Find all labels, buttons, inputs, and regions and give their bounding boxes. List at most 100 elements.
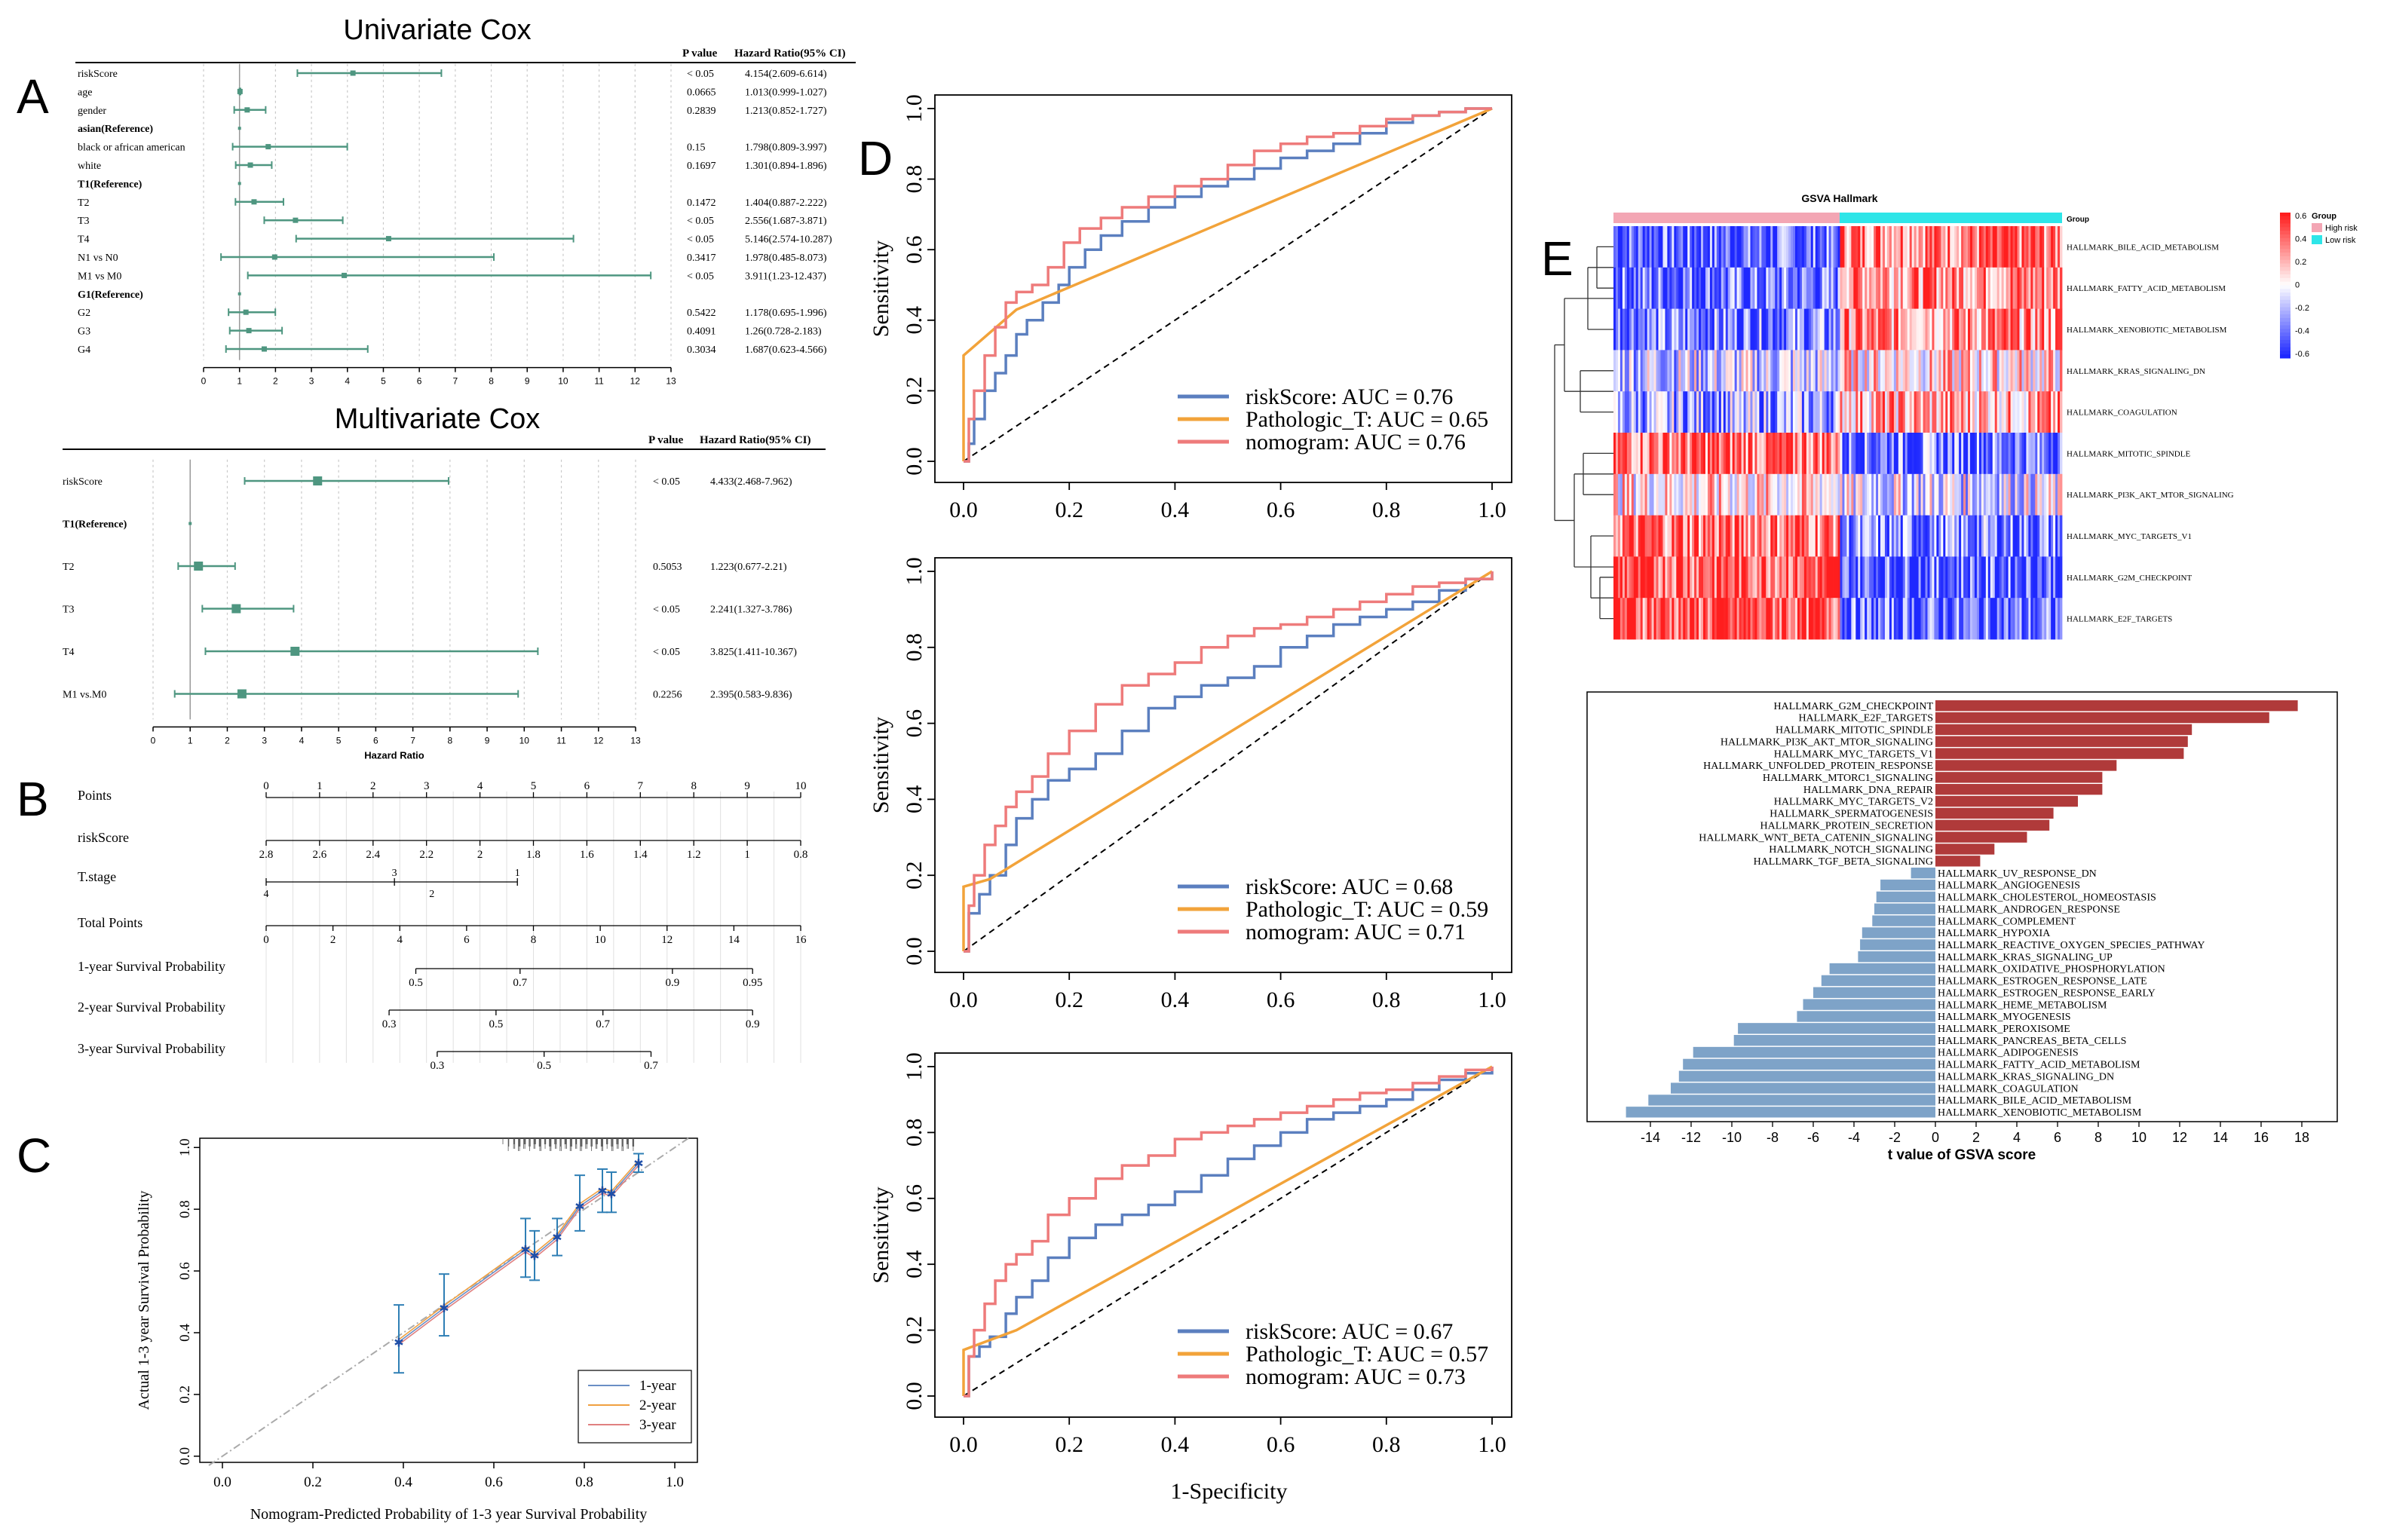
x-tick-label: 10 xyxy=(519,735,530,746)
heatmap-cell xyxy=(1824,556,1828,599)
heatmap-cell xyxy=(1819,473,1823,516)
x-tick-label: 8 xyxy=(448,735,453,746)
heatmap-cell xyxy=(1786,473,1789,516)
heatmap-cell xyxy=(1653,515,1656,557)
heatmap-cell xyxy=(1806,226,1809,268)
heatmap-cell xyxy=(1672,556,1675,599)
heatmap-cell xyxy=(1914,308,1917,351)
heatmap-cell xyxy=(2015,267,2018,309)
heatmap-cell xyxy=(1794,556,1798,599)
heatmap-cell xyxy=(1898,556,1901,599)
heatmap-cell xyxy=(2015,308,2018,351)
x-tick-label: 10 xyxy=(2131,1130,2147,1145)
x-tick-label: 0.4 xyxy=(1161,1432,1190,1457)
heatmap-cell xyxy=(1669,350,1672,392)
heatmap-cell xyxy=(1842,515,1845,557)
heatmap-cell xyxy=(1732,598,1736,640)
heatmap-cell xyxy=(1709,308,1713,351)
heatmap-cell xyxy=(1970,473,1973,516)
heatmap-cell xyxy=(1692,433,1695,475)
heatmap-cell xyxy=(1835,308,1838,351)
heatmap-cell xyxy=(1914,598,1917,640)
heatmap-cell xyxy=(1766,598,1769,640)
heatmap-cell xyxy=(2058,556,2061,599)
heatmap-cell xyxy=(1950,433,1953,475)
tick-label: 2.2 xyxy=(419,849,434,861)
heatmap-cell xyxy=(1633,473,1637,516)
heatmap-cell xyxy=(1867,515,1870,557)
heatmap-cell xyxy=(1853,473,1856,516)
bar xyxy=(1935,772,2103,783)
heatmap-cell xyxy=(2021,598,2024,640)
heatmap-cell xyxy=(1779,226,1782,268)
heatmap-cell xyxy=(2017,350,2020,392)
heatmap-cell xyxy=(1647,391,1650,433)
colorbar-segment xyxy=(2280,249,2291,253)
heatmap-cell xyxy=(1952,267,1955,309)
heatmap-cell xyxy=(1782,308,1785,351)
heatmap-cell xyxy=(1662,350,1665,392)
heatmap-cell xyxy=(1860,226,1863,268)
heatmap-cell xyxy=(1860,391,1863,433)
heatmap-cell xyxy=(1699,226,1702,268)
heatmap-cell xyxy=(2026,267,2029,309)
heatmap-cell xyxy=(1631,350,1635,392)
heatmap-cell xyxy=(1705,556,1708,599)
heatmap-cell xyxy=(2006,226,2009,268)
heatmap-cell xyxy=(2010,515,2013,557)
heatmap-cell xyxy=(1683,350,1686,392)
heatmap-cell xyxy=(2044,308,2047,351)
heatmap-cell xyxy=(1794,267,1798,309)
tick-label: 0.3 xyxy=(431,1060,445,1072)
heatmap-cell xyxy=(1826,350,1829,392)
heatmap-cell xyxy=(1992,226,1996,268)
heatmap-cell xyxy=(1718,391,1722,433)
tick-label: 0 xyxy=(263,934,269,946)
heatmap-cell xyxy=(2003,350,2007,392)
legend-label: Pathologic_T: AUC = 0.65 xyxy=(1246,407,1488,432)
heatmap-cell xyxy=(1770,473,1773,516)
estimate-marker xyxy=(293,217,299,223)
colorbar-segment xyxy=(2280,317,2291,323)
heatmap-cell xyxy=(1624,350,1628,392)
heatmap-cell xyxy=(1925,308,1928,351)
heatmap-cell xyxy=(1667,433,1670,475)
heatmap-cell xyxy=(1909,267,1913,309)
heatmap-cell xyxy=(2001,226,2005,268)
heatmap-cell xyxy=(1876,473,1879,516)
heatmap-cell xyxy=(1681,350,1684,392)
row-hazard-ratio: 3.825(1.411-10.367) xyxy=(710,647,797,658)
heatmap-cell xyxy=(1739,556,1742,599)
point-marker: ✱ xyxy=(520,1244,530,1257)
heatmap-cell xyxy=(1947,515,1950,557)
heatmap-cell xyxy=(1743,433,1746,475)
heatmap-cell xyxy=(1624,598,1628,640)
heatmap-cell xyxy=(1624,433,1628,475)
bar-label: HALLMARK_UV_RESPONSE_DN xyxy=(1938,868,2097,880)
heatmap-cell xyxy=(1907,308,1911,351)
heatmap-cell xyxy=(1788,556,1791,599)
heatmap-cell xyxy=(1835,267,1838,309)
heatmap-cell xyxy=(1685,226,1688,268)
row-p-value: 0.1697 xyxy=(687,161,716,172)
heatmap-cell xyxy=(1884,350,1888,392)
heatmap-cell xyxy=(1711,473,1715,516)
heatmap-cell xyxy=(1874,226,1877,268)
heatmap-cell xyxy=(1914,515,1917,557)
tick-label: 9 xyxy=(744,780,750,792)
heatmap-cell xyxy=(1786,350,1789,392)
legend-label-low: Low risk xyxy=(2325,236,2356,245)
bar-label: HALLMARK_PROTEIN_SECRETION xyxy=(1760,820,1933,831)
heatmap-cell xyxy=(1974,556,1978,599)
heatmap-cell xyxy=(2010,473,2013,516)
heatmap-cell xyxy=(1718,515,1722,557)
row-label: T2 xyxy=(63,562,75,573)
heatmap-cell xyxy=(2051,226,2054,268)
heatmap-cell xyxy=(1730,556,1733,599)
heatmap-cell xyxy=(1626,308,1630,351)
heatmap-cell xyxy=(2021,308,2024,351)
heatmap-cell xyxy=(1653,556,1656,599)
heatmap-cell xyxy=(1831,473,1834,516)
heatmap-cell xyxy=(1902,308,1906,351)
bar xyxy=(1935,784,2103,795)
